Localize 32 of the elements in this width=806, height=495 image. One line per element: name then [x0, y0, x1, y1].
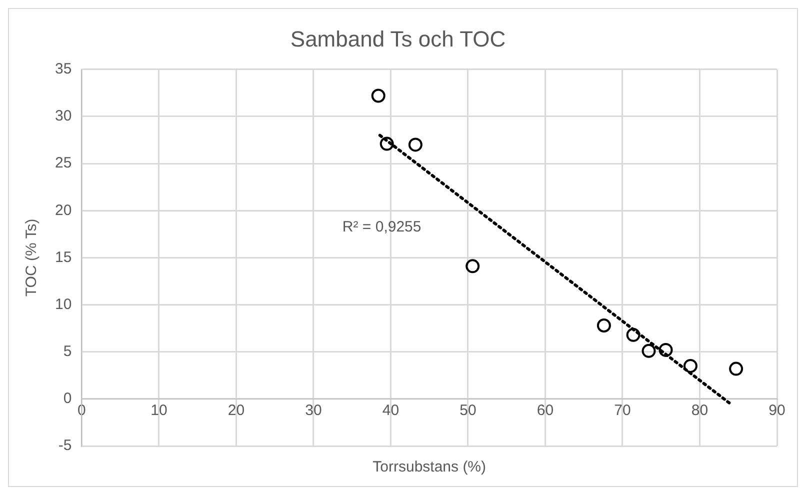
y-tick-label: 30	[54, 108, 72, 125]
point	[626, 328, 640, 342]
y-tick-label: 10	[54, 296, 72, 313]
x-tick-label: 40	[382, 402, 400, 420]
y-tick-label: 5	[63, 342, 72, 360]
y-tick-label: 15	[54, 248, 72, 266]
x-tick-label: 70	[614, 402, 631, 420]
x-axis-title: Torrsubstans (%)	[372, 458, 486, 476]
point	[380, 136, 394, 151]
y-tick-label: 25	[54, 154, 72, 172]
point	[371, 88, 386, 103]
point	[596, 318, 611, 332]
x-tick-label: 20	[228, 402, 245, 420]
x-tick-label: 30	[305, 402, 322, 420]
x-tick-label: 10	[150, 402, 168, 420]
x-tick-label: 80	[691, 402, 708, 420]
point	[658, 342, 673, 357]
chart-title: Samband Ts och TOC	[290, 26, 506, 52]
point	[683, 358, 698, 373]
y-tick-label: 35	[54, 60, 72, 78]
y-tick-label: 20	[54, 202, 72, 219]
point	[642, 344, 656, 358]
y-axis-title: TOC (% Ts)	[23, 218, 40, 297]
x-tick-label: 50	[460, 402, 476, 420]
x-tick-label: 60	[536, 402, 554, 420]
annotation: R² = 0,9255	[342, 218, 422, 236]
point	[466, 259, 480, 274]
y-tick-label: -5	[58, 437, 72, 454]
point	[408, 138, 422, 152]
point	[729, 362, 744, 376]
x-tick-label: 90	[768, 402, 786, 420]
y-tick-label: 0	[63, 390, 72, 408]
